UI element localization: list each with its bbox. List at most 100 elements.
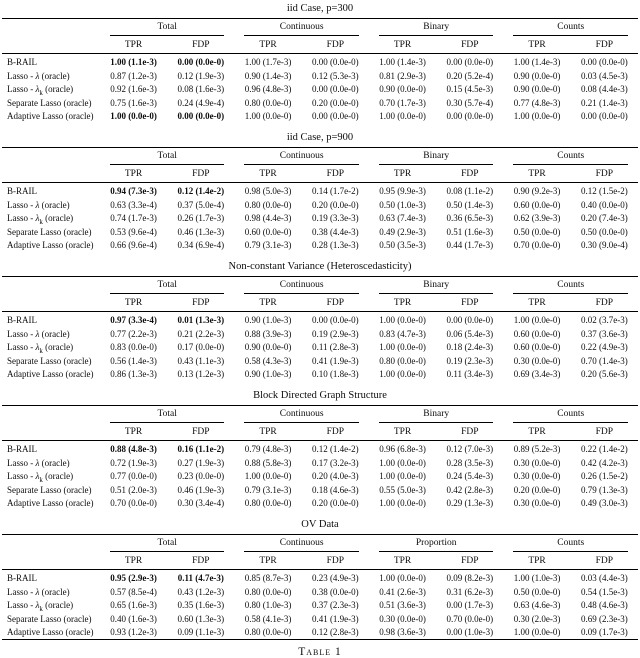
column-subheader: TPR xyxy=(99,424,168,441)
column-group-header: Counts xyxy=(503,535,638,554)
value-cell: 0.50 (1.4e-3) xyxy=(446,199,494,210)
value-cell: 0.19 (2.9e-3) xyxy=(311,328,359,339)
value-cell: 0.80 (0.0e-0) xyxy=(244,586,292,597)
column-group-label: Proportion xyxy=(378,538,494,552)
method-name-suffix: (oracle) xyxy=(39,457,70,468)
value-cell: 0.80 (0.0e-0) xyxy=(244,97,292,108)
subheader-row: TPR FDP TPR FDP TPR FDP TPR FDP xyxy=(2,424,638,441)
column-subheader: FDP xyxy=(570,424,638,441)
value-cell: 0.37 (5.0e-4) xyxy=(177,199,225,210)
method-name-text: Adaptive Lasso xyxy=(7,111,64,121)
method-subscript: k xyxy=(39,604,43,612)
column-group-label: Continuous xyxy=(244,409,359,423)
value-cell: 0.95 (2.9e-3) xyxy=(110,573,157,583)
method-name-text: B-RAIL xyxy=(7,444,37,454)
method-label: Lasso - λ (oracle) xyxy=(2,585,100,599)
row-label-header-spacer xyxy=(2,19,100,38)
value-cell: 0.20 (0.0e-0) xyxy=(513,484,561,495)
value-cell: 0.60 (0.0e-0) xyxy=(513,342,561,352)
method-name-text: Separate Lasso xyxy=(7,97,62,108)
method-label: B-RAIL xyxy=(2,312,100,328)
method-math-symbol: λ xyxy=(35,600,40,610)
value-cell: 0.63 (4.6e-3) xyxy=(513,600,561,610)
value-cell: 0.51 (2.0e-3) xyxy=(110,484,157,495)
method-name-text: Lasso - xyxy=(7,328,36,339)
method-name-text: Lasso - xyxy=(7,600,36,610)
method-math-symbol: λ xyxy=(35,84,40,94)
value-cell: 0.72 (1.9e-3) xyxy=(110,457,157,468)
column-group-header: Binary xyxy=(369,19,504,38)
value-cell: 0.51 (1.6e-3) xyxy=(446,226,494,237)
column-group-label: Total xyxy=(109,22,225,36)
value-cell: 0.63 (3.3e-4) xyxy=(110,199,157,210)
column-group-header: Binary xyxy=(369,148,504,167)
group-header-row: Total Continuous Binary Counts xyxy=(2,277,638,296)
table-section: OV Data Total Continuous Proportion Counts … xyxy=(2,518,638,640)
value-cell: 0.12 (1.4e-2) xyxy=(177,186,225,196)
column-group-header: Total xyxy=(100,148,235,167)
method-label: Adaptive Lasso (oracle) xyxy=(2,239,100,253)
value-cell: 0.29 (1.3e-3) xyxy=(446,498,494,508)
method-subscript: k xyxy=(39,475,43,483)
column-subheader: FDP xyxy=(167,424,235,441)
method-label: Lasso - λ (oracle) xyxy=(2,327,100,341)
value-cell: 0.20 (5.6e-3) xyxy=(580,369,628,379)
value-cell: 1.00 (0.0e-0) xyxy=(513,627,561,637)
value-cell: 0.08 (1.6e-3) xyxy=(177,84,225,94)
value-cell: 0.00 (0.0e-0) xyxy=(580,57,628,67)
value-cell: 1.00 (1.4e-3) xyxy=(379,57,426,67)
results-table: Total Continuous Binary Counts TPR FDP TPR FDP… xyxy=(2,405,638,510)
value-cell: 0.66 (9.6e-4) xyxy=(110,240,157,250)
table-row: Separate Lasso (oracle) 0.53 (9.6e-4) 0.46… xyxy=(2,225,638,239)
subheader-row: TPR FDP TPR FDP TPR FDP TPR FDP xyxy=(2,37,638,54)
value-cell: 0.79 (3.1e-3) xyxy=(244,484,292,495)
value-cell: 0.23 (0.0e-0) xyxy=(177,471,225,481)
method-name-suffix: (oracle) xyxy=(61,613,92,624)
value-cell: 0.90 (0.0e-0) xyxy=(244,342,292,352)
column-subheader: TPR xyxy=(368,295,437,312)
method-name-text: B-RAIL xyxy=(7,573,37,583)
value-cell: 0.40 (0.0e-0) xyxy=(580,199,628,210)
method-label: Separate Lasso (oracle) xyxy=(2,483,100,497)
column-group-header: Continuous xyxy=(234,19,369,38)
method-name-suffix: (oracle) xyxy=(42,213,74,223)
value-cell: 1.00 (0.0e-0) xyxy=(110,111,157,121)
value-cell: 0.19 (2.3e-3) xyxy=(446,355,494,366)
column-subheader: TPR xyxy=(503,166,571,183)
column-subheader: TPR xyxy=(99,37,168,54)
value-cell: 0.00 (0.0e-0) xyxy=(177,57,225,67)
method-label: Adaptive Lasso (oracle) xyxy=(2,497,100,511)
value-cell: 0.26 (1.7e-3) xyxy=(177,213,225,223)
column-subheader: TPR xyxy=(503,37,571,54)
method-name-suffix: (oracle) xyxy=(61,226,92,237)
value-cell: 0.08 (1.1e-2) xyxy=(446,186,494,196)
value-cell: 0.65 (1.6e-3) xyxy=(110,600,157,610)
table-row: Lasso - λ (oracle) 0.72 (1.9e-3) 0.27 (1.9… xyxy=(2,456,638,470)
column-group-label: Total xyxy=(109,538,225,552)
value-cell: 0.50 (3.5e-3) xyxy=(379,240,426,250)
table-row: Lasso - λ (oracle) 0.63 (3.3e-4) 0.37 (5.0… xyxy=(2,198,638,212)
value-cell: 0.80 (0.0e-0) xyxy=(379,355,426,366)
subheader-row: TPR FDP TPR FDP TPR FDP TPR FDP xyxy=(2,295,638,312)
value-cell: 0.50 (1.0e-3) xyxy=(379,199,426,210)
column-group-label: Counts xyxy=(513,22,628,36)
value-cell: 0.77 (0.0e-0) xyxy=(110,471,157,481)
value-cell: 0.19 (3.3e-3) xyxy=(311,213,359,223)
row-label-header-spacer xyxy=(2,166,100,183)
value-cell: 1.00 (0.0e-0) xyxy=(379,342,426,352)
value-cell: 0.93 (1.2e-3) xyxy=(110,627,157,637)
value-cell: 0.10 (1.8e-3) xyxy=(311,369,359,379)
value-cell: 0.14 (1.7e-2) xyxy=(311,186,359,196)
value-cell: 0.12 (1.5e-2) xyxy=(580,186,628,196)
value-cell: 1.00 (1.0e-3) xyxy=(513,573,561,583)
method-label: Lasso - λ (oracle) xyxy=(2,198,100,212)
value-cell: 0.87 (1.2e-3) xyxy=(110,70,157,81)
value-cell: 1.00 (0.0e-0) xyxy=(379,111,426,121)
value-cell: 0.12 (2.8e-3) xyxy=(311,627,359,637)
value-cell: 0.20 (4.0e-3) xyxy=(311,471,359,481)
value-cell: 0.03 (4.4e-3) xyxy=(580,573,628,583)
method-math-symbol: λ xyxy=(35,586,40,597)
group-header-row: Total Continuous Proportion Counts xyxy=(2,535,638,554)
value-cell: 0.24 (5.4e-3) xyxy=(446,471,494,481)
